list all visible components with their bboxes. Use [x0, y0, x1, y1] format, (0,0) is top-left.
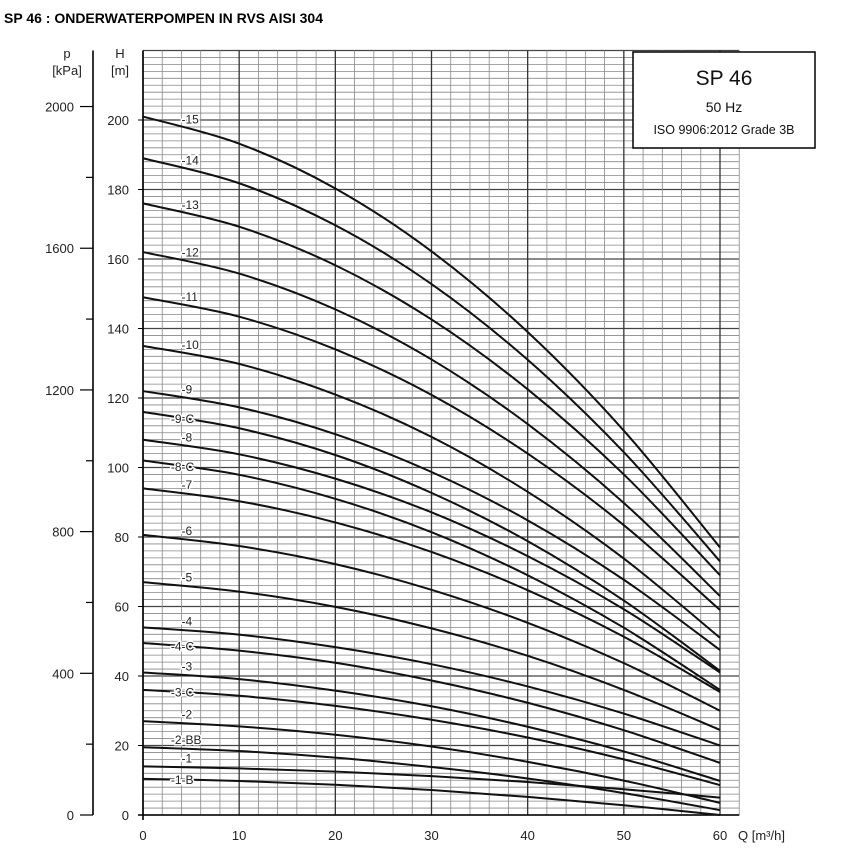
p-tick-label: 400	[52, 666, 74, 681]
curve-label: -11	[181, 290, 198, 304]
pump-curve-10	[142, 344, 721, 639]
p-axis-unit: [kPa]	[52, 63, 82, 78]
curve-label: -3-C	[171, 686, 195, 700]
pump-curve-5	[142, 581, 721, 731]
curve-label: -3	[181, 659, 192, 673]
curve-label: -10	[181, 338, 199, 352]
legend-frequency: 50 Hz	[706, 99, 743, 115]
pump-curve-8	[142, 438, 721, 674]
y-tick-label: 80	[115, 530, 129, 545]
curve-label: -2	[181, 708, 192, 722]
curve-label: -8	[181, 430, 192, 444]
pump-curve-13	[142, 202, 721, 576]
curve-label: -14	[181, 153, 199, 167]
p-axis-symbol: p	[63, 46, 70, 61]
pump-curve-6	[142, 533, 721, 712]
p-tick-label: 800	[52, 525, 74, 540]
pump-curve-9-C	[142, 410, 721, 672]
x-tick-label: 10	[232, 828, 246, 843]
y-tick-label: 100	[107, 461, 129, 476]
pump-curve-2-BB	[142, 746, 721, 812]
curve-label: -7	[181, 478, 192, 492]
y-tick-label: 200	[107, 113, 129, 128]
legend-box	[632, 51, 816, 149]
pump-curve-3	[142, 671, 721, 782]
curve-label: -4-C	[171, 639, 195, 653]
curve-label: -15	[181, 113, 199, 127]
pump-curve-15	[142, 115, 721, 549]
y-tick-label: 180	[107, 183, 129, 198]
x-tick-label: 20	[328, 828, 342, 843]
y-tick-label: 160	[107, 252, 129, 267]
curve-label: -13	[181, 198, 199, 212]
y-tick-label: 40	[115, 669, 129, 684]
curve-label: -6	[181, 524, 192, 538]
pump-curve-4	[142, 626, 721, 747]
pump-curve-2	[142, 720, 721, 804]
pump-curve-11	[142, 296, 721, 611]
p-tick-label: 2000	[45, 100, 74, 115]
p-tick-label: 1200	[45, 383, 74, 398]
x-tick-label: 30	[424, 828, 438, 843]
pump-curve-9	[142, 390, 721, 651]
y-tick-label: 120	[107, 391, 129, 406]
y-tick-label: 0	[122, 808, 129, 823]
pump-curve-12	[142, 251, 721, 597]
curve-label: -12	[181, 246, 199, 260]
h-axis-unit: [m]	[111, 63, 129, 78]
curve-label: -1-B	[171, 773, 194, 787]
x-tick-label: 60	[713, 828, 727, 843]
legend-model: SP 46	[696, 67, 753, 90]
y-tick-label: 140	[107, 322, 129, 337]
curve-label: -1	[181, 751, 192, 765]
curve-label: -4	[181, 615, 192, 629]
y-tick-label: 20	[115, 739, 129, 754]
pump-curve-1	[142, 765, 721, 799]
curve-label: -8-C	[171, 460, 195, 474]
curve-label: -9-C	[171, 412, 195, 426]
pump-curve-14	[142, 157, 721, 562]
curve-label: -9	[181, 382, 192, 396]
x-tick-label: 40	[520, 828, 534, 843]
legend-standard: ISO 9906:2012 Grade 3B	[653, 123, 794, 137]
x-tick-label: 50	[617, 828, 631, 843]
pump-curve-3-C	[142, 688, 721, 787]
x-tick-label: 0	[139, 828, 146, 843]
pump-curve-7	[142, 487, 721, 693]
y-tick-label: 60	[115, 600, 129, 615]
curve-label: -5	[181, 570, 192, 584]
p-tick-label: 1600	[45, 241, 74, 256]
pump-curve-1-B	[142, 777, 721, 816]
pump-curve-8-C	[142, 459, 721, 691]
h-axis-symbol: H	[115, 46, 124, 61]
x-axis-label: Q [m³/h]	[738, 828, 785, 843]
curve-label: -2-BB	[171, 733, 202, 747]
pump-curve-4-C	[142, 641, 721, 764]
page-title: SP 46 : ONDERWATERPOMPEN IN RVS AISI 304	[4, 10, 323, 26]
p-tick-label: 0	[67, 808, 74, 823]
